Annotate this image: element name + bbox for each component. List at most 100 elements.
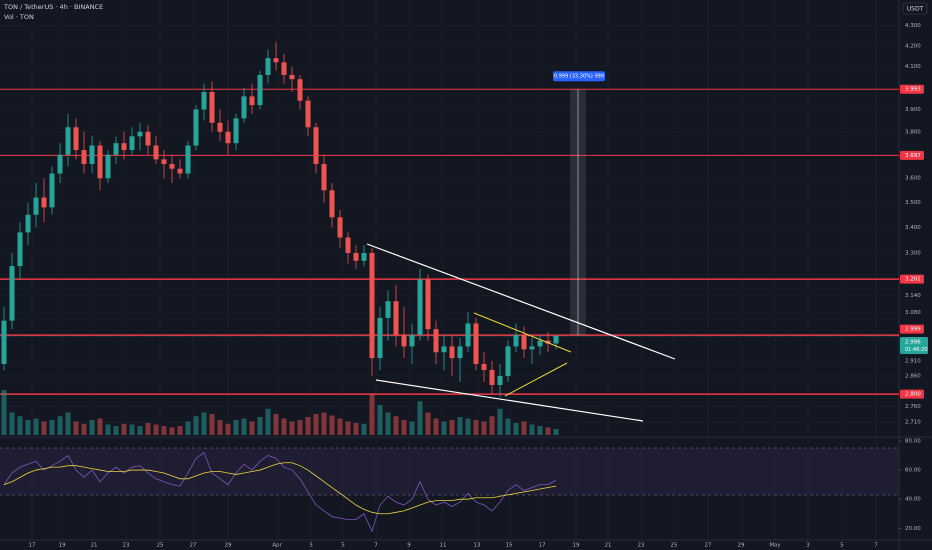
volume-bar [89, 420, 95, 435]
y-tick-label: 3.140 [905, 293, 921, 299]
volume-bar [289, 421, 295, 435]
x-tick-label: Apr [272, 543, 282, 549]
candle-body [289, 74, 295, 80]
candle-body [225, 131, 231, 144]
measure-label: 0.999 (33.30%) 999 [554, 74, 604, 80]
candle-body [337, 217, 343, 238]
triangle-upper [473, 312, 572, 353]
candle-body [257, 74, 263, 106]
x-tick-label: 11 [440, 543, 447, 549]
volume-title: Vol · TON [4, 13, 34, 21]
volume-bar [361, 423, 367, 435]
volume-bar [113, 426, 119, 435]
volume-bar [337, 418, 343, 435]
volume-bar [1, 390, 7, 435]
currency: USDT [907, 6, 924, 13]
candle-body [441, 346, 447, 353]
level-label-box [900, 84, 924, 94]
volume-bar [17, 416, 23, 435]
candle-body [57, 154, 63, 174]
volume-bar [393, 416, 399, 435]
volume-bar [121, 423, 127, 435]
candle-body [369, 252, 375, 359]
x-tick-label: 25 [671, 543, 678, 549]
candle-body [249, 96, 255, 106]
rsi-ma-line [3, 462, 557, 515]
volume-bar [193, 416, 199, 435]
volume-bar [25, 420, 31, 435]
candle-body [145, 131, 151, 146]
x-tick-label: 25 [157, 543, 164, 549]
volume-bar [57, 416, 63, 435]
candle-body [409, 334, 415, 347]
volume-bar [161, 426, 167, 435]
x-tick-label: 21 [91, 543, 98, 549]
x-tick-label: 17 [539, 543, 546, 549]
level-label-box [900, 324, 924, 334]
x-tick-label: 9 [407, 543, 411, 549]
candle-body [121, 143, 127, 151]
currency-box[interactable] [902, 2, 928, 15]
y-tick-label: 3.300 [905, 250, 921, 256]
candle-body [81, 150, 87, 165]
x-tick-label: 17 [29, 543, 36, 549]
volume-bar [313, 414, 319, 435]
volume-bar [545, 427, 551, 435]
volume-bar [433, 418, 439, 435]
candle-body [297, 79, 303, 101]
candle-body [385, 301, 391, 318]
volume-bar [201, 412, 207, 435]
candle-body [33, 197, 39, 215]
candle-body [329, 190, 335, 218]
volume-bar [489, 416, 495, 435]
candle-body [473, 323, 479, 365]
volume-bar [225, 423, 231, 435]
candle-body [377, 317, 383, 359]
candle-body [129, 136, 135, 151]
candle-body [233, 118, 239, 144]
x-tick-label: 7 [874, 543, 878, 549]
triangle-lower [504, 362, 568, 397]
rsi-tick-label: 80.00 [905, 438, 921, 444]
trendline-lower [375, 379, 644, 422]
candle-body [321, 164, 327, 191]
countdown: 01:46:20 [905, 347, 927, 353]
volume-bar [481, 421, 487, 435]
candle-body [193, 109, 199, 146]
candle-body [105, 154, 111, 179]
volume-bar [553, 429, 559, 435]
volume-bar [49, 420, 55, 435]
trendline-upper [366, 243, 676, 360]
candle-body [401, 334, 407, 347]
level-label-box [900, 274, 924, 284]
volume-bar [129, 424, 135, 435]
x-tick-label: 27 [190, 543, 197, 549]
volume-bar [257, 417, 263, 435]
candle-body [217, 122, 223, 132]
candle-body [97, 145, 103, 179]
candle-body [465, 323, 471, 347]
level-label-box [900, 389, 924, 399]
volume-bar [537, 426, 543, 435]
x-tick-label: 5 [341, 543, 345, 549]
x-tick-label: 27 [705, 543, 712, 549]
candle-body [265, 58, 271, 75]
last-price-box [900, 337, 928, 355]
x-tick-label: 3 [806, 543, 810, 549]
volume-bar [521, 421, 527, 435]
volume-bar [305, 417, 311, 435]
x-tick-label: 13 [474, 543, 481, 549]
candle-body [161, 159, 167, 165]
candle-body [9, 266, 15, 321]
rsi-line [3, 451, 557, 533]
volume-bar [105, 424, 111, 435]
candle-body [17, 232, 23, 267]
volume-bar [417, 401, 423, 435]
candle-body [281, 62, 287, 75]
volume-bar [97, 418, 103, 435]
volume-bar [529, 424, 535, 435]
candle-body [113, 143, 119, 155]
x-tick-label: 7 [374, 543, 378, 549]
x-tick-label: 29 [738, 543, 745, 549]
